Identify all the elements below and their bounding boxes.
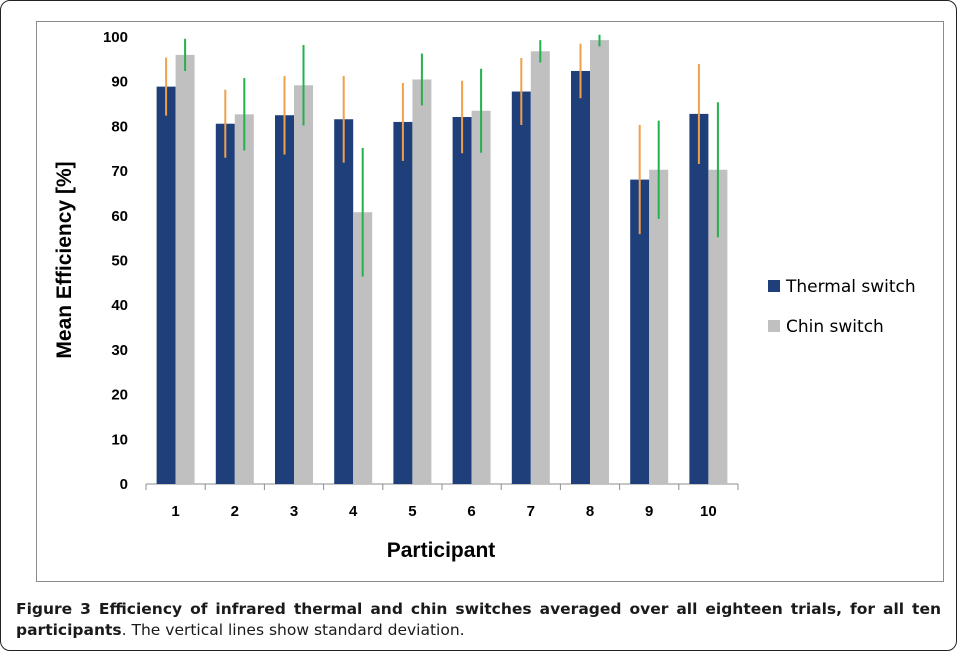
y-tick-label: 30 <box>111 342 128 359</box>
bar <box>590 40 609 485</box>
x-tick-label: 8 <box>586 503 594 520</box>
bar <box>156 86 176 484</box>
bar <box>511 91 531 484</box>
y-tick-label: 20 <box>111 387 128 404</box>
y-tick-label: 90 <box>111 74 128 91</box>
bar <box>334 119 354 485</box>
x-tick-label: 10 <box>700 503 717 520</box>
bar <box>571 70 590 485</box>
x-tick-label: 2 <box>231 503 239 520</box>
legend-label: Chin switch <box>786 317 884 337</box>
caption-rest: . The vertical lines show standard devia… <box>121 621 465 639</box>
bar <box>530 51 550 484</box>
y-tick-label: 0 <box>120 476 128 493</box>
axes <box>145 483 739 490</box>
x-tick-label: 1 <box>171 503 179 520</box>
bar <box>353 212 373 484</box>
bar <box>708 169 728 484</box>
tick-labels: 0 10 20 30 40 50 60 70 80 90 100 1 2 3 4 5 6 7 8 9 10 <box>103 29 717 520</box>
bar <box>412 79 432 484</box>
bar <box>175 54 195 484</box>
bar <box>689 113 709 484</box>
caption-bold: Figure 3 Efficiency of infrared thermal … <box>16 600 941 639</box>
legend-swatch <box>768 280 780 292</box>
x-axis-title: Participant <box>387 539 496 562</box>
bar <box>294 85 313 484</box>
y-tick-label: 50 <box>111 253 128 270</box>
error-bars <box>165 34 719 277</box>
x-tick-label: 6 <box>467 503 475 520</box>
bar <box>630 179 650 484</box>
figure-caption: Figure 3 Efficiency of infrared thermal … <box>16 599 941 641</box>
x-tick-label: 5 <box>408 503 416 520</box>
legend: Thermal switch Chin switch <box>768 277 916 337</box>
bar <box>275 115 294 484</box>
y-axis-title: Mean Efficiency [%] <box>53 161 76 358</box>
x-tick-label: 7 <box>527 503 535 520</box>
y-tick-label: 10 <box>111 431 128 448</box>
bar <box>452 117 472 484</box>
bar <box>649 169 669 484</box>
y-tick-label: 70 <box>111 163 128 180</box>
y-tick-label: 100 <box>103 29 128 46</box>
y-tick-label: 80 <box>111 118 128 135</box>
y-tick-label: 60 <box>111 208 128 225</box>
legend-swatch <box>768 320 780 332</box>
bar <box>215 123 235 484</box>
bars <box>156 40 728 485</box>
bar <box>234 114 254 485</box>
bar <box>393 121 413 485</box>
x-tick-label: 9 <box>645 503 653 520</box>
x-tick-label: 4 <box>349 503 358 520</box>
bar <box>471 110 491 484</box>
x-tick-label: 3 <box>290 503 298 520</box>
legend-label: Thermal switch <box>785 277 916 297</box>
y-tick-label: 40 <box>111 297 128 314</box>
